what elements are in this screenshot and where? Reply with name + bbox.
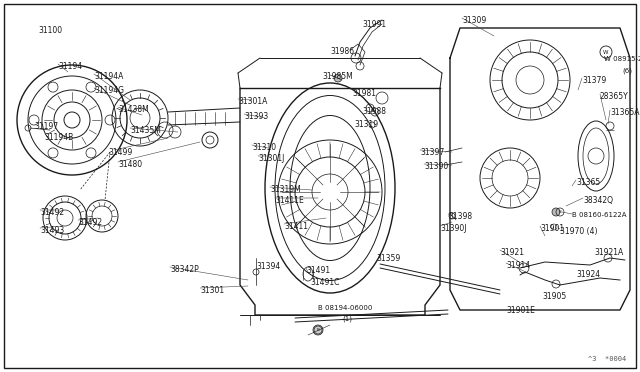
Text: 31491C: 31491C	[310, 278, 339, 287]
Text: 31390: 31390	[424, 162, 448, 171]
Text: 31197: 31197	[34, 122, 58, 131]
Text: 31991: 31991	[362, 20, 386, 29]
Text: 31921A: 31921A	[594, 248, 623, 257]
Text: 31492: 31492	[78, 218, 102, 227]
Text: 38342P: 38342P	[170, 265, 199, 274]
Text: 31379: 31379	[582, 76, 606, 85]
Text: 31359: 31359	[376, 254, 400, 263]
Text: 31438M: 31438M	[118, 105, 148, 114]
Text: 31914: 31914	[506, 261, 530, 270]
Text: 31411: 31411	[284, 222, 308, 231]
Text: 31301J: 31301J	[258, 154, 284, 163]
Text: 31194A: 31194A	[94, 72, 124, 81]
Text: 31905: 31905	[542, 292, 566, 301]
Text: 31194G: 31194G	[94, 86, 124, 95]
Text: 31301A: 31301A	[238, 97, 268, 106]
Text: 31194: 31194	[58, 62, 82, 71]
Text: 31981: 31981	[352, 89, 376, 98]
Text: 31480: 31480	[118, 160, 142, 169]
Text: B 08160-6122A: B 08160-6122A	[572, 212, 627, 218]
Text: W 08915-2381A: W 08915-2381A	[604, 56, 640, 62]
Text: 31365A: 31365A	[610, 108, 639, 117]
Text: B: B	[317, 328, 319, 332]
Circle shape	[552, 208, 560, 216]
Text: 31988: 31988	[362, 107, 386, 116]
Text: 31100: 31100	[38, 26, 62, 35]
Text: ^3  *0004: ^3 *0004	[588, 356, 626, 362]
Text: 31901: 31901	[540, 224, 564, 233]
Text: 31398: 31398	[448, 212, 472, 221]
Text: 31411E: 31411E	[275, 196, 304, 205]
Text: (1): (1)	[342, 316, 352, 323]
Text: W: W	[604, 49, 609, 55]
Text: 31986: 31986	[330, 47, 354, 56]
Text: 38342Q: 38342Q	[583, 196, 613, 205]
Text: 31921: 31921	[500, 248, 524, 257]
Text: B 08194-06000: B 08194-06000	[318, 305, 372, 311]
Text: 28365Y: 28365Y	[600, 92, 628, 101]
Text: 31397: 31397	[420, 148, 444, 157]
Text: (6): (6)	[622, 68, 632, 74]
Text: 31301: 31301	[200, 286, 224, 295]
Text: 31394: 31394	[256, 262, 280, 271]
Text: 31310: 31310	[252, 143, 276, 152]
Text: 31194B: 31194B	[44, 133, 73, 142]
Text: 31970 (4): 31970 (4)	[560, 227, 598, 236]
Text: 31493: 31493	[40, 226, 64, 235]
Text: 31393: 31393	[244, 112, 268, 121]
Circle shape	[334, 74, 342, 82]
Text: 31319: 31319	[354, 120, 378, 129]
Text: B: B	[559, 210, 561, 214]
Text: 31901E: 31901E	[506, 306, 535, 315]
Text: 31491: 31491	[306, 266, 330, 275]
Text: 31435M: 31435M	[130, 126, 161, 135]
Text: 31924: 31924	[576, 270, 600, 279]
Text: 31492: 31492	[40, 208, 64, 217]
Text: 31319M: 31319M	[270, 185, 301, 194]
Text: 31309: 31309	[462, 16, 486, 25]
Text: 31985M: 31985M	[322, 72, 353, 81]
Circle shape	[313, 325, 323, 335]
Text: 31499: 31499	[108, 148, 132, 157]
Text: 31365: 31365	[576, 178, 600, 187]
Text: 31390J: 31390J	[440, 224, 467, 233]
